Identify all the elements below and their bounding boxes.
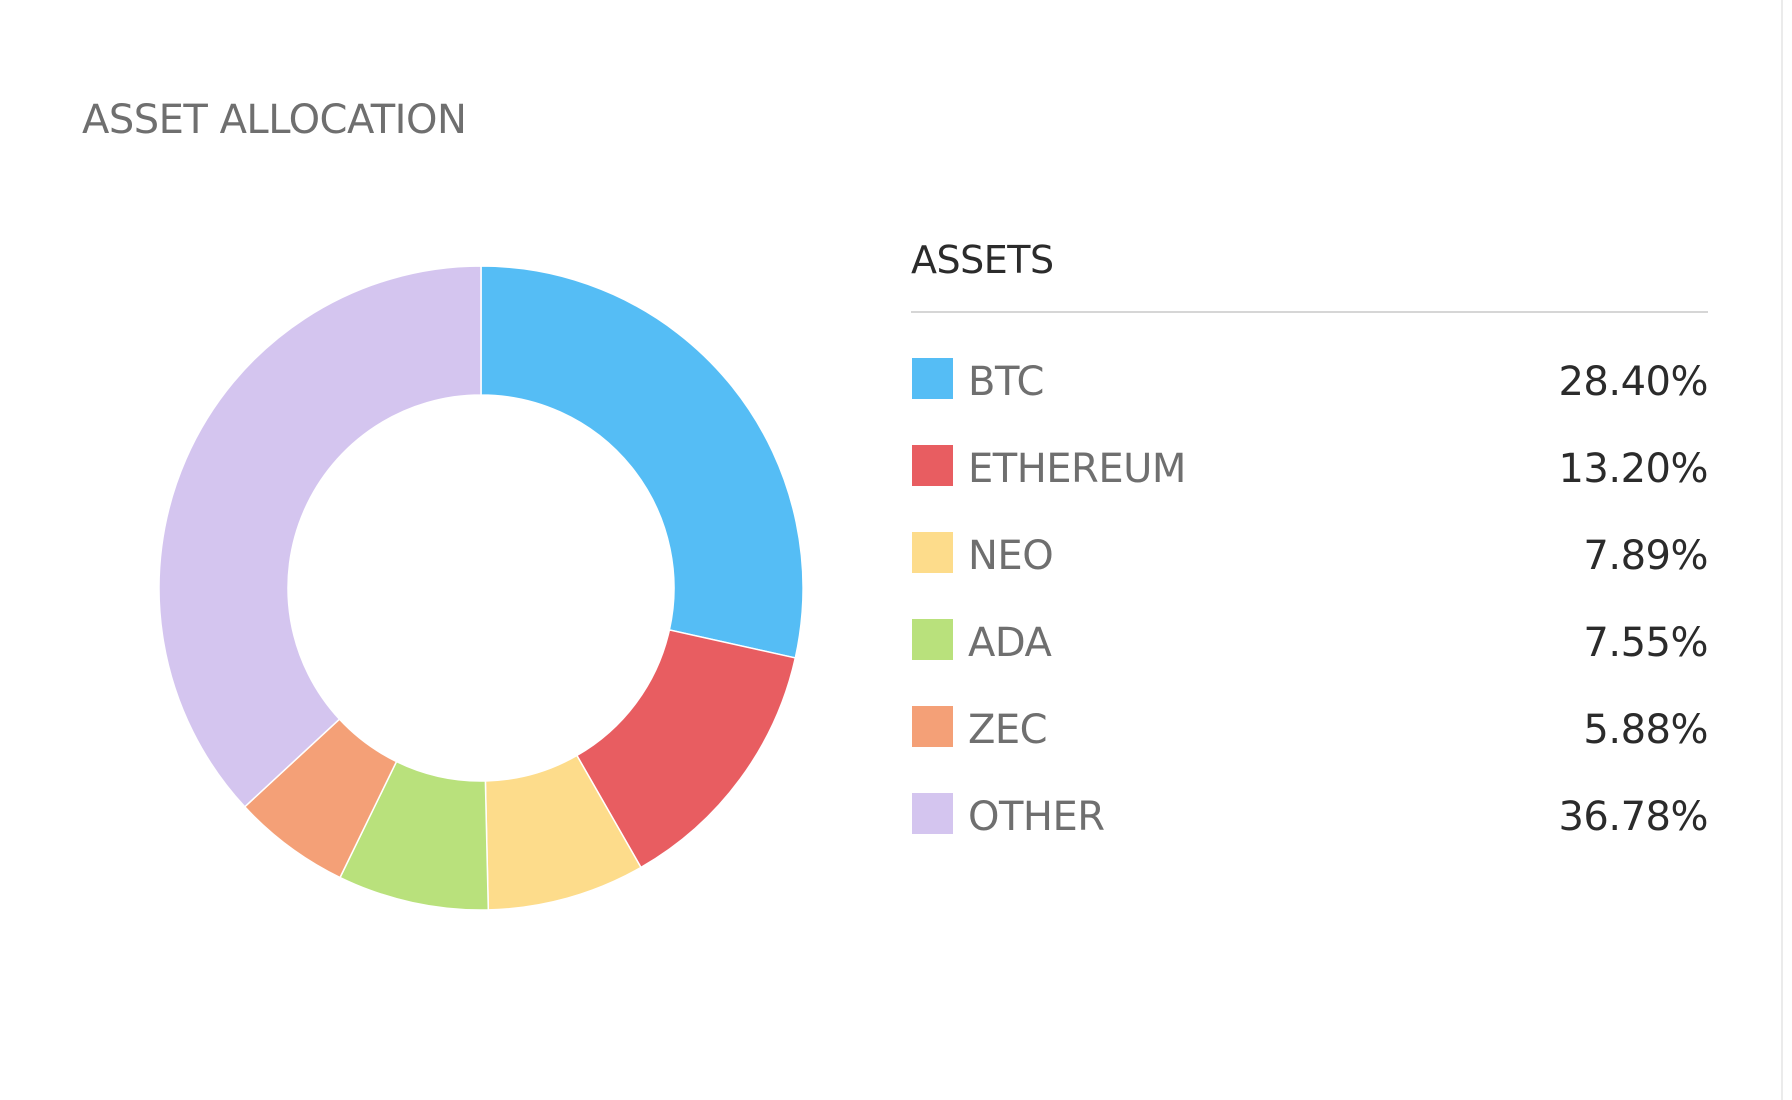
legend-item-ada[interactable]: ADA 7.55%: [911, 619, 1708, 706]
legend-item-ethereum[interactable]: ETHEREUM 13.20%: [911, 445, 1708, 532]
chart-title: ASSET ALLOCATION: [82, 97, 467, 143]
legend-divider: [911, 311, 1708, 313]
legend-swatch-btc: [912, 358, 953, 399]
legend-value: 5.88%: [1583, 707, 1708, 753]
donut-chart: [158, 265, 804, 911]
legend-label: OTHER: [968, 794, 1105, 840]
legend-value: 7.89%: [1583, 533, 1708, 579]
card-edge-divider: [1781, 0, 1783, 1100]
donut-slice-other[interactable]: [158, 265, 482, 808]
legend-swatch-zec: [912, 706, 953, 747]
legend-value: 36.78%: [1558, 794, 1708, 840]
donut-slice-btc[interactable]: [480, 265, 804, 659]
legend-item-btc[interactable]: BTC 28.40%: [911, 358, 1708, 445]
legend-swatch-ethereum: [912, 445, 953, 486]
legend-item-other[interactable]: OTHER 36.78%: [911, 793, 1708, 880]
legend: ASSETS BTC 28.40% ETHEREUM 13.20% NEO 7.…: [911, 236, 1708, 880]
legend-label: BTC: [968, 359, 1044, 405]
legend-label: ADA: [968, 620, 1052, 666]
legend-label: ZEC: [968, 707, 1048, 753]
legend-value: 28.40%: [1558, 359, 1708, 405]
legend-swatch-neo: [912, 532, 953, 573]
legend-label: NEO: [968, 533, 1054, 579]
legend-item-neo[interactable]: NEO 7.89%: [911, 532, 1708, 619]
legend-label: ETHEREUM: [968, 446, 1186, 492]
legend-value: 7.55%: [1583, 620, 1708, 666]
legend-swatch-other: [912, 793, 953, 834]
legend-value: 13.20%: [1558, 446, 1708, 492]
legend-swatch-ada: [912, 619, 953, 660]
legend-heading: ASSETS: [911, 238, 1054, 282]
legend-item-zec[interactable]: ZEC 5.88%: [911, 706, 1708, 793]
